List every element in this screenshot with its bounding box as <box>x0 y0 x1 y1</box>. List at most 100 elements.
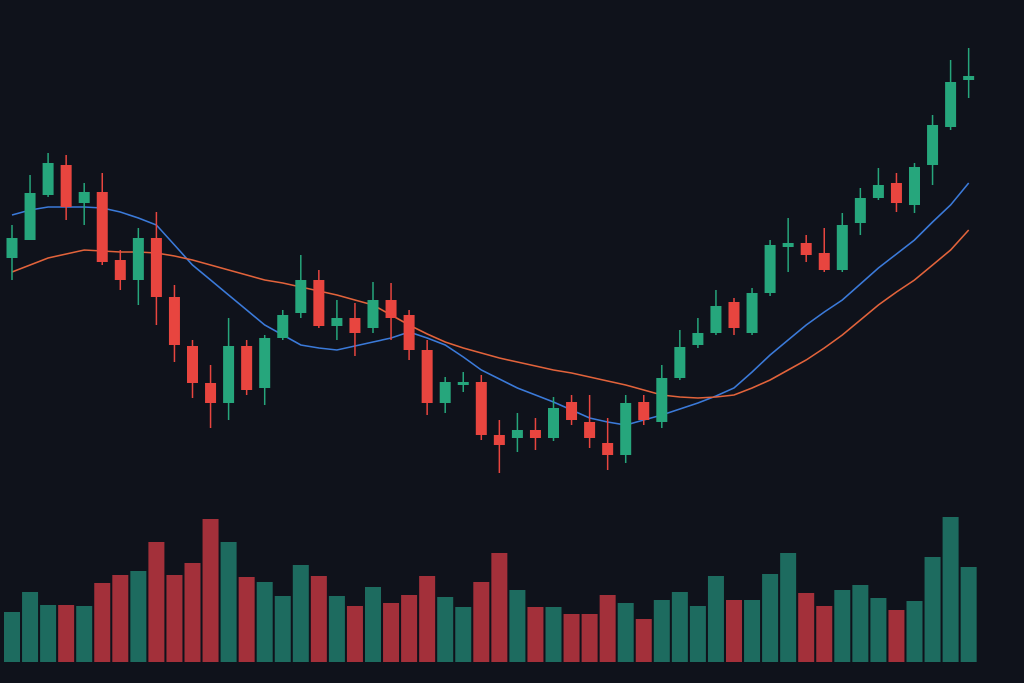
candle-body <box>42 163 54 195</box>
volume-bar <box>726 600 742 662</box>
volume-bar <box>94 583 111 662</box>
volume-bar <box>491 553 508 662</box>
candle-body <box>96 192 108 262</box>
candle-body <box>295 280 307 313</box>
candle-body <box>872 185 884 198</box>
volume-bar <box>762 574 779 662</box>
volume-bar <box>22 592 39 662</box>
volume-bar <box>112 575 129 662</box>
candle-body <box>963 76 975 80</box>
volume-bar <box>689 606 706 662</box>
candle-body <box>114 260 126 280</box>
volume-bar <box>292 565 309 662</box>
volume-bar <box>942 517 959 662</box>
volume-bar <box>599 595 616 662</box>
candle-body <box>800 243 812 255</box>
candle-body <box>132 238 144 280</box>
candle-body <box>24 193 36 240</box>
volume-bar <box>310 576 327 662</box>
candle-body <box>78 192 90 203</box>
candle-body <box>746 293 758 333</box>
candle-body <box>349 318 361 333</box>
candle-body <box>331 318 343 326</box>
volume-bar <box>455 607 472 662</box>
candle-body <box>945 82 957 127</box>
candle-body <box>475 382 487 435</box>
candle-body <box>60 165 72 207</box>
volume-bar <box>401 595 418 662</box>
candle-body <box>187 346 198 383</box>
candle-body <box>6 238 18 258</box>
candle-body <box>259 338 271 388</box>
volume-bar <box>184 563 201 662</box>
volume-bar <box>563 614 580 662</box>
volume-bar <box>4 612 20 662</box>
moving-average-line <box>11 182 970 426</box>
volume-bar <box>527 607 544 662</box>
moving-average-line <box>11 229 970 399</box>
volume-bar <box>346 606 363 662</box>
volume-bar <box>888 610 905 662</box>
candle-body <box>529 430 541 438</box>
volume-bar <box>202 519 219 662</box>
candle-body <box>277 315 289 338</box>
volume-bar <box>76 606 93 662</box>
candle-body <box>493 435 505 445</box>
candle-body <box>168 297 180 345</box>
volume-bar <box>834 590 851 662</box>
volume-bar <box>220 542 237 662</box>
volume-bar <box>238 577 255 662</box>
volume-bar <box>635 619 652 662</box>
candle-body <box>638 402 650 420</box>
candle-body <box>385 300 397 318</box>
volume-bar <box>509 590 526 662</box>
candle-body <box>150 238 162 297</box>
volume-bar <box>798 593 815 662</box>
candle-body <box>566 402 578 420</box>
candle-body <box>421 350 433 403</box>
candle-body <box>367 300 379 328</box>
volume-bar <box>924 557 941 662</box>
volume-bar <box>328 596 345 662</box>
volume-bar <box>852 585 869 662</box>
candle-body <box>782 243 794 247</box>
volume-bar <box>419 576 436 662</box>
candle-body <box>223 346 235 403</box>
candle-body <box>205 383 217 403</box>
volume-bar <box>274 596 291 662</box>
volume-bar <box>166 575 183 662</box>
volume-bar <box>744 600 761 662</box>
candle-body <box>854 198 866 223</box>
volume-bar <box>870 598 887 662</box>
candle-body <box>241 346 253 390</box>
candle-body <box>818 253 830 270</box>
volume-bar <box>780 553 797 662</box>
candle-body <box>620 403 632 455</box>
candle-body <box>602 443 614 455</box>
candle-body <box>674 347 686 378</box>
candle-body <box>909 167 920 205</box>
candle-body <box>836 225 848 270</box>
volume-bar <box>707 576 724 662</box>
volume-bar <box>256 582 273 662</box>
candle-body <box>764 245 776 293</box>
volume-bar <box>365 587 381 662</box>
candle-body <box>692 333 704 345</box>
volume-bar <box>960 567 977 662</box>
volume-bar <box>148 542 165 662</box>
candle-body <box>656 378 668 422</box>
volume-bar <box>617 603 634 662</box>
candle-body <box>584 422 596 438</box>
volume-bar <box>581 614 598 662</box>
candle-body <box>890 183 902 203</box>
volume-bar <box>383 603 400 662</box>
candle-body <box>710 306 722 333</box>
candle-body <box>728 302 740 328</box>
candle-body <box>439 382 451 403</box>
volume-bar <box>437 597 454 662</box>
candle-body <box>457 382 469 385</box>
volume-bar <box>671 592 688 662</box>
candle-body <box>548 408 559 438</box>
volume-bar <box>906 601 923 662</box>
